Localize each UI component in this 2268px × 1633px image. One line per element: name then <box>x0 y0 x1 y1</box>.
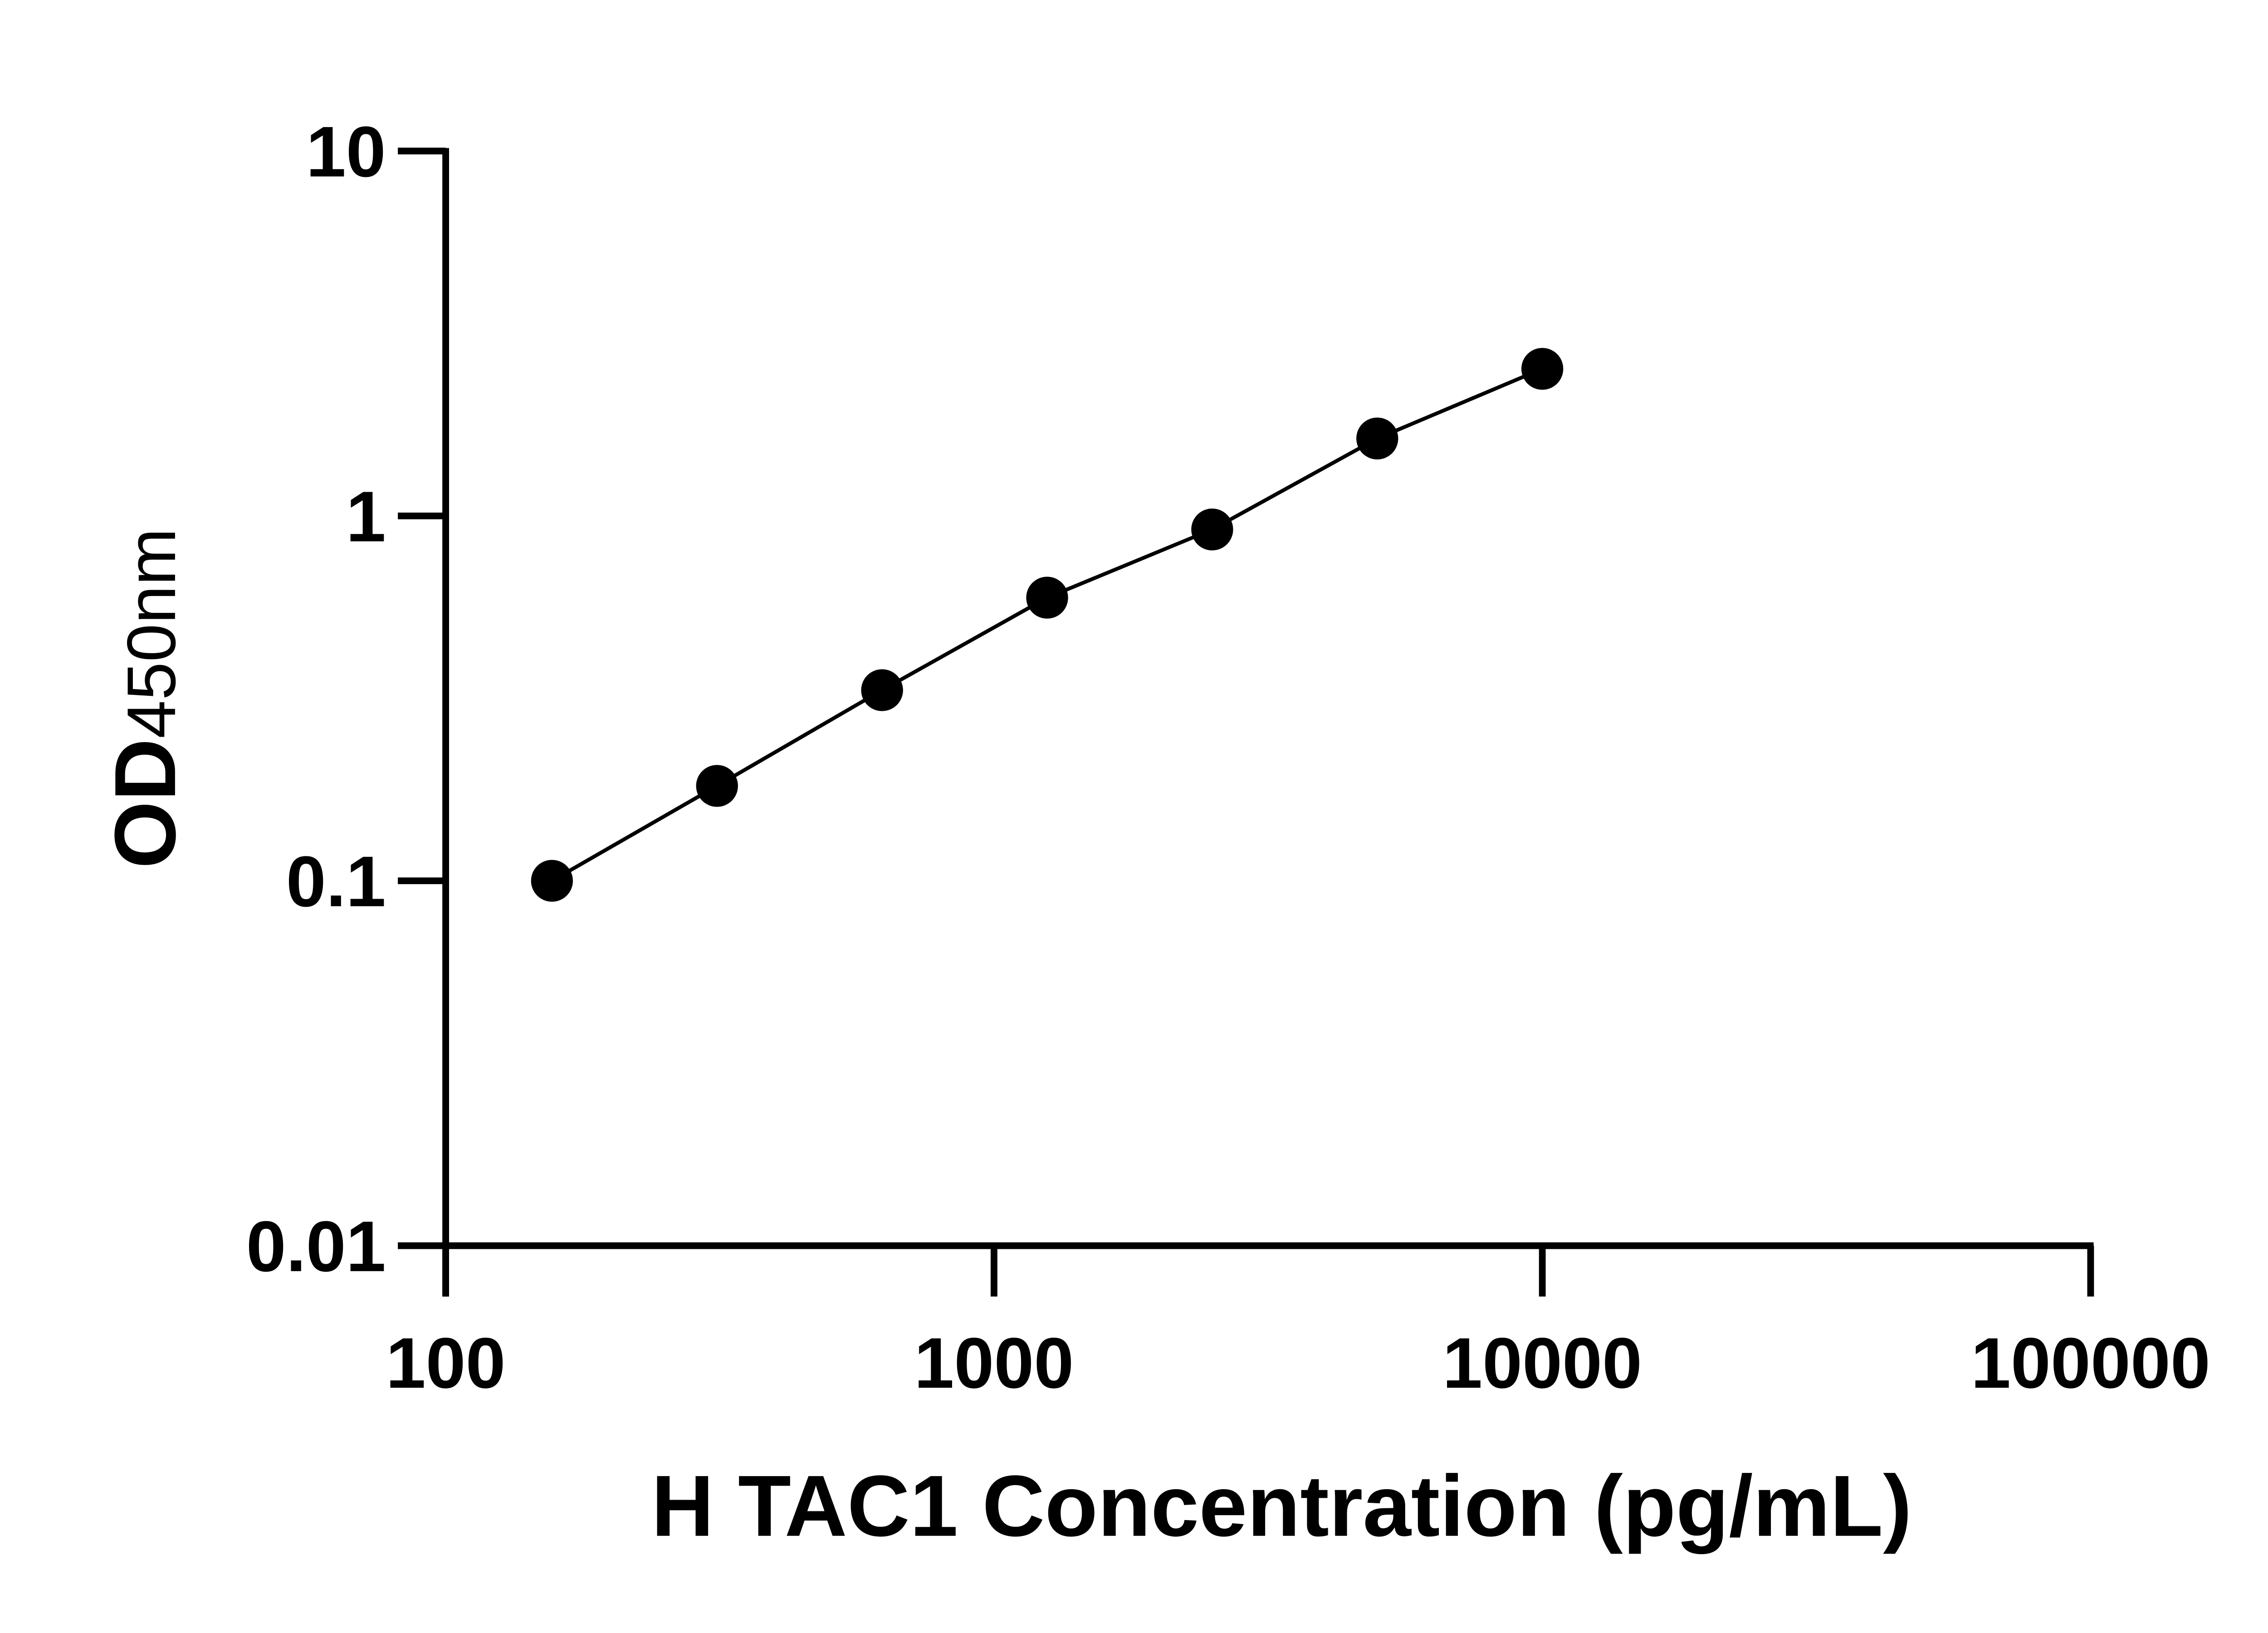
y-tick-label: 1 <box>346 476 386 557</box>
x-tick-label: 10000 <box>1442 1323 1642 1403</box>
y-tick-label: 10 <box>306 112 386 192</box>
x-tick-label: 1000 <box>914 1323 1074 1403</box>
data-point <box>531 860 573 902</box>
y-axis-label-main: OD <box>97 738 194 869</box>
y-tick-label: 0.1 <box>286 841 386 922</box>
x-tick-label: 100000 <box>1971 1323 2210 1403</box>
axes: 0.01 0.1 1 10 100 1000 10000 100000 <box>246 112 2210 1403</box>
data-point <box>696 765 738 807</box>
data-point <box>1521 347 1564 390</box>
data-point <box>1026 577 1068 619</box>
x-tick-label: 100 <box>386 1323 506 1403</box>
data-point <box>861 669 903 711</box>
data-point <box>1356 417 1398 460</box>
y-tick-label: 0.01 <box>246 1206 386 1286</box>
x-axis-label: H TAC1 Concentration (pg/mL) <box>651 1457 1912 1555</box>
y-axis-label-sub: 450nm <box>113 528 190 738</box>
data-marks <box>531 347 1564 902</box>
data-point <box>1191 508 1233 551</box>
y-axis-label: OD450nm <box>97 528 194 868</box>
